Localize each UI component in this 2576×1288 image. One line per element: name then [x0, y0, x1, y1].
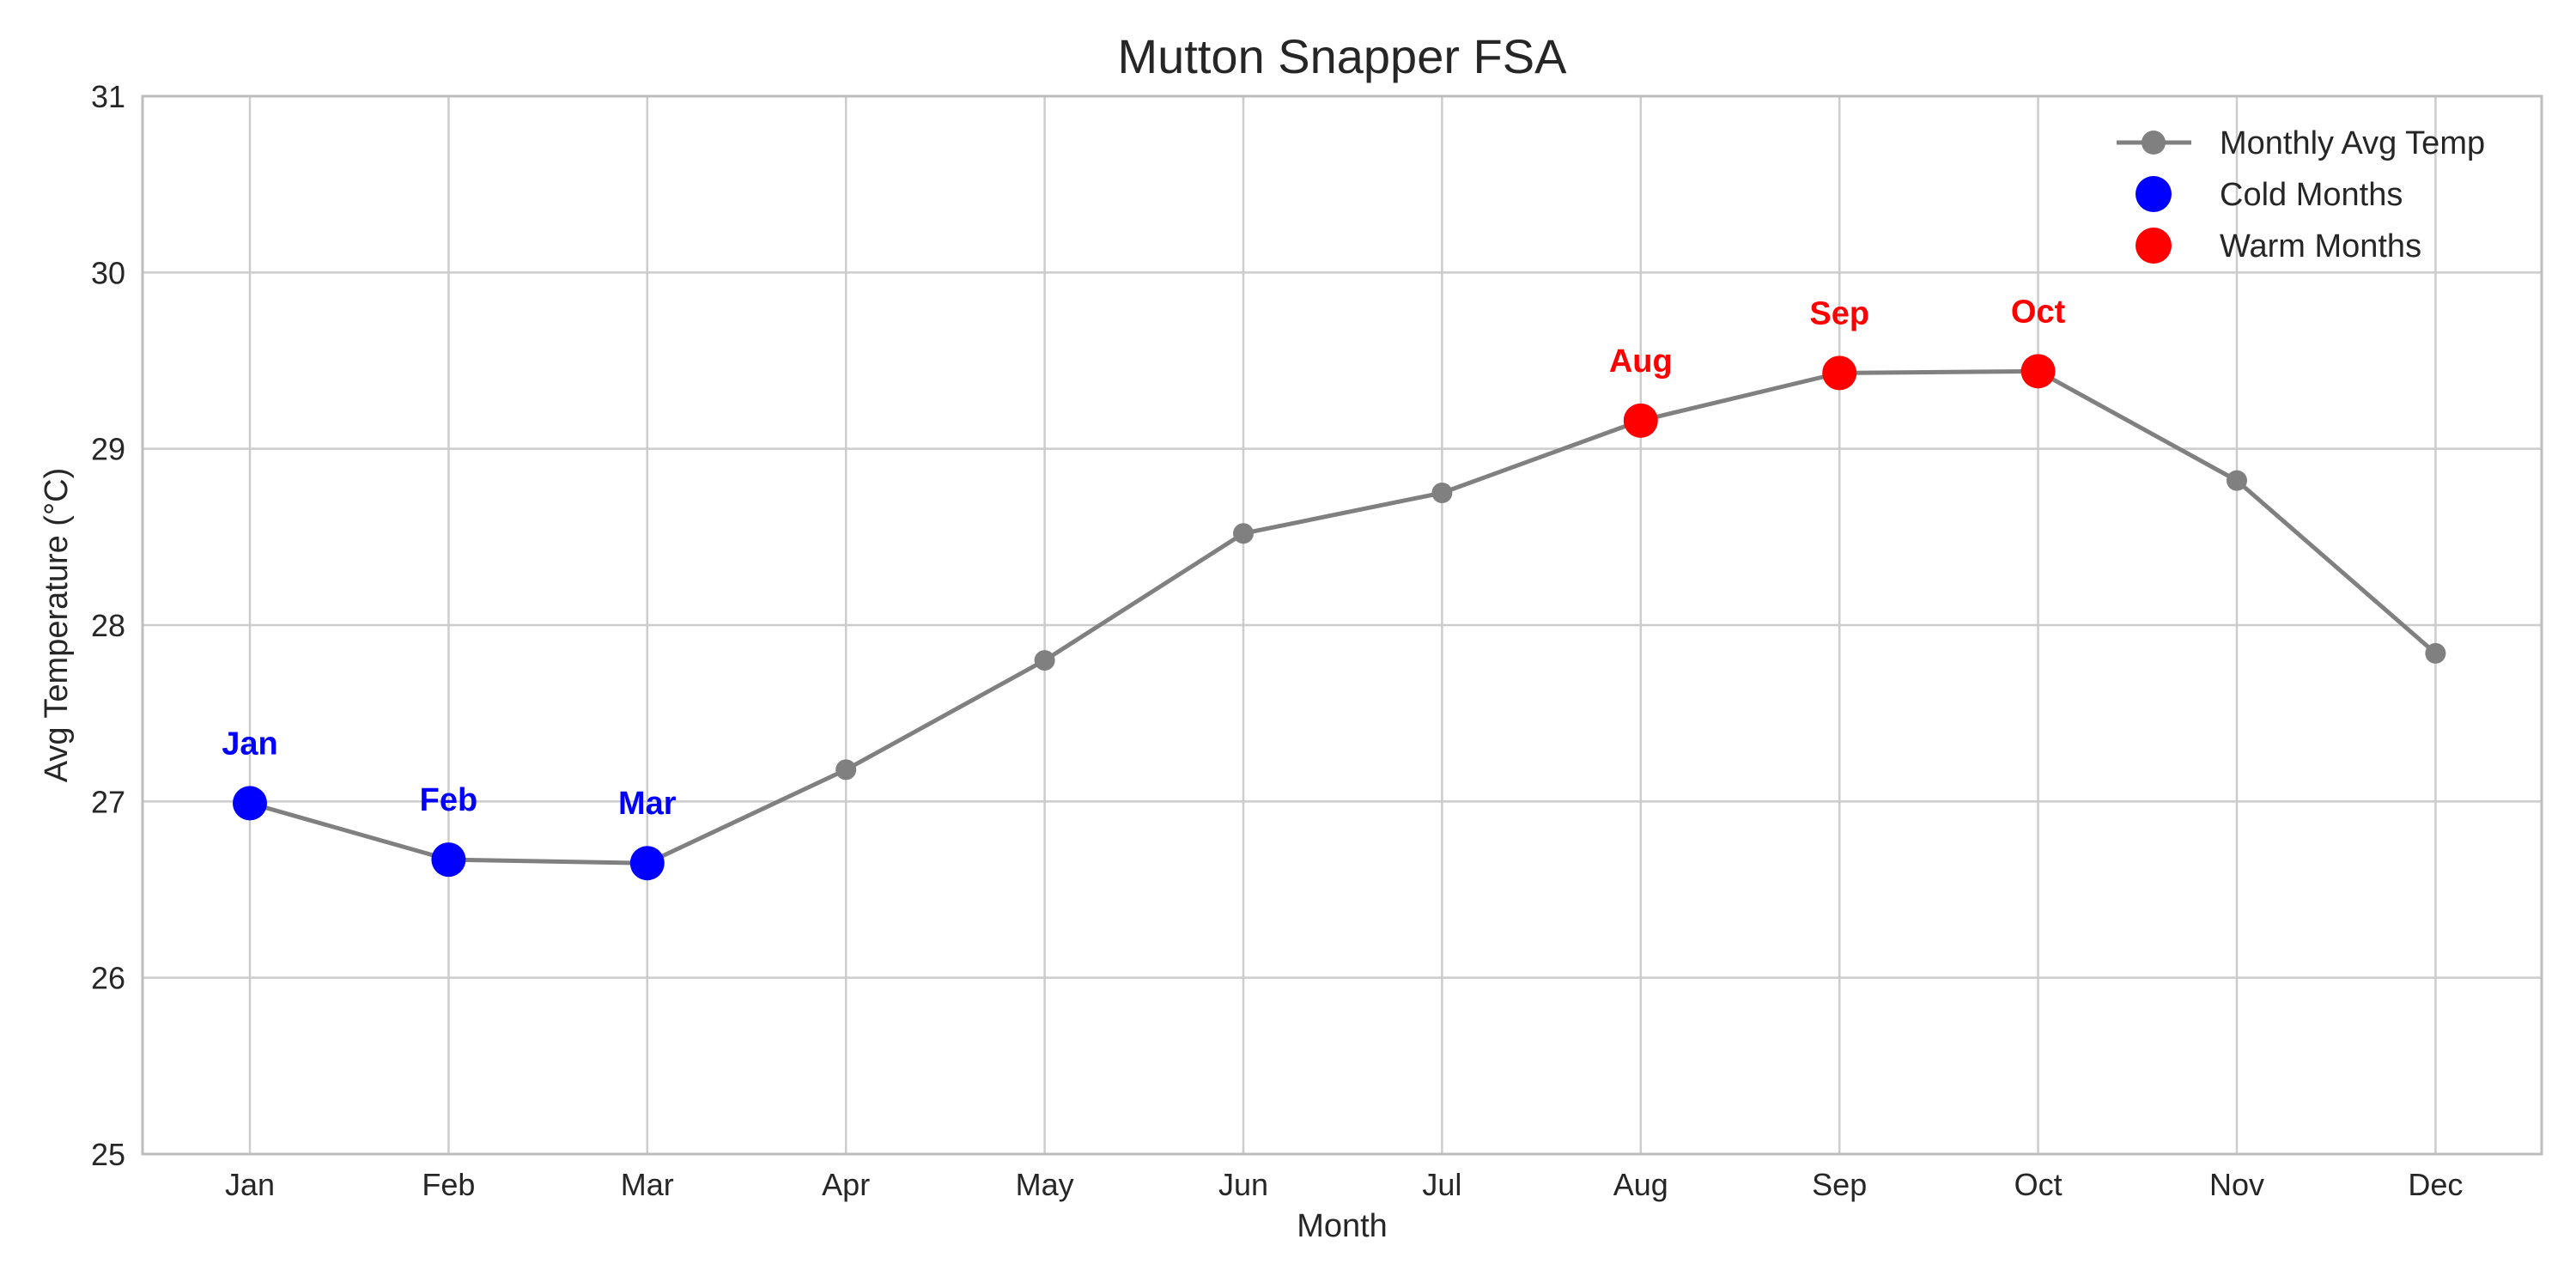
highlight-point [1623, 403, 1658, 438]
legend-line-marker [2142, 131, 2166, 155]
y-tick-label: 28 [91, 608, 125, 643]
x-tick-label: Mar [621, 1167, 674, 1202]
legend-warm-marker [2136, 228, 2172, 264]
month-annotation: Oct [2011, 294, 2066, 330]
data-point [2227, 470, 2247, 491]
legend-label-cold-months: Cold Months [2220, 177, 2403, 213]
month-annotation: Jan [222, 726, 277, 762]
x-tick-label: Jul [1422, 1167, 1461, 1202]
x-tick-label: Feb [422, 1167, 475, 1202]
x-axis-label: Month [1297, 1208, 1388, 1244]
x-tick-label: May [1016, 1167, 1074, 1202]
x-axis-ticks: Jan Feb Mar Apr May Jun Jul Aug Sep Oct Nov Dec [225, 1167, 2463, 1202]
y-tick-label: 26 [91, 961, 125, 996]
plot-frame [141, 94, 2543, 1156]
x-tick-label: Nov [2209, 1167, 2264, 1202]
x-tick-label: Jun [1218, 1167, 1268, 1202]
grid-lines [143, 94, 2542, 1156]
data-point [2425, 642, 2446, 664]
legend-label-monthly-avg-temp: Monthly Avg Temp [2220, 125, 2485, 161]
legend: Monthly Avg Temp Cold Months Warm Months [2117, 125, 2485, 264]
y-tick-label: 30 [91, 255, 125, 290]
chart-title: Mutton Snapper FSA [1118, 29, 1568, 83]
highlight-point [431, 842, 466, 878]
month-annotation: Sep [1809, 295, 1869, 331]
x-tick-label: Apr [822, 1167, 870, 1202]
x-tick-label: Oct [2014, 1167, 2063, 1202]
y-tick-label: 27 [91, 784, 125, 819]
y-tick-label: 29 [91, 432, 125, 467]
x-tick-label: Aug [1613, 1167, 1668, 1202]
y-tick-label: 25 [91, 1137, 125, 1172]
data-point [1233, 523, 1254, 544]
x-tick-label: Dec [2408, 1167, 2463, 1202]
x-tick-label: Sep [1812, 1167, 1867, 1202]
month-annotation: Aug [1609, 343, 1673, 380]
data-points [233, 354, 2446, 881]
legend-label-warm-months: Warm Months [2220, 228, 2421, 264]
month-annotation: Feb [420, 782, 478, 818]
month-annotations: Jan Feb Mar Aug Sep Oct [222, 294, 2065, 822]
y-axis-ticks: 25 26 27 28 29 30 31 [91, 79, 125, 1172]
month-annotation: Mar [618, 786, 677, 822]
highlight-point [629, 846, 665, 881]
y-tick-label: 31 [91, 79, 125, 114]
data-point [1034, 650, 1055, 671]
highlight-point [1822, 355, 1857, 391]
highlight-point [2020, 354, 2056, 389]
x-tick-label: Jan [225, 1167, 275, 1202]
data-point [1431, 483, 1453, 503]
y-axis-label: Avg Temperature (°C) [39, 468, 75, 783]
series-line-monthly-avg-temp [249, 368, 2438, 866]
data-point [835, 759, 857, 781]
highlight-point [233, 786, 267, 821]
series-layer [249, 368, 2438, 866]
legend-cold-marker [2136, 176, 2172, 212]
